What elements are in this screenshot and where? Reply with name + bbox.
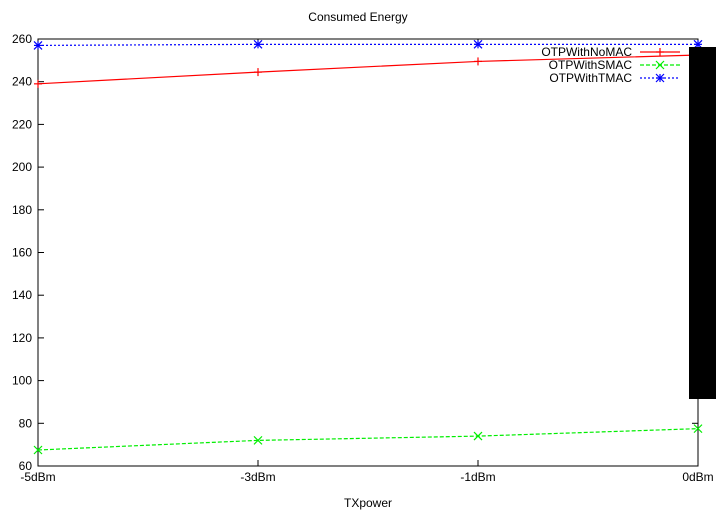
data-point [33, 445, 43, 455]
legend-label: OTPWithSMAC [549, 58, 633, 72]
y-tick-label: 140 [12, 288, 32, 302]
data-point [254, 68, 262, 77]
chart-title: Consumed Energy [308, 10, 407, 24]
y-tick-label: 100 [12, 374, 32, 388]
y-tick-label: 240 [12, 75, 32, 89]
data-point [473, 431, 483, 441]
x-tick-label: 0dBm [682, 470, 713, 484]
data-point [253, 39, 263, 49]
y-tick-label: 160 [12, 246, 32, 260]
x-tick-label: -1dBm [460, 470, 495, 484]
legend-label: OTPWithNoMAC [541, 45, 632, 59]
y-tick-label: 200 [12, 160, 32, 174]
y-tick-label: 260 [12, 32, 32, 46]
x-axis: -5dBm -3dBm -1dBm 0dBm [20, 39, 714, 484]
y-axis: 60 80 100 120 140 160 180 200 220 240 260 [12, 32, 698, 473]
y-tick-label: 220 [12, 117, 32, 131]
x-axis-label: TXpower [344, 496, 392, 510]
series-line-otpwithsmac [37, 428, 699, 451]
data-point [474, 57, 482, 66]
y-tick-label: 80 [19, 416, 33, 430]
data-point [34, 79, 42, 88]
legend-marker [655, 60, 665, 70]
x-tick-label: -3dBm [240, 470, 275, 484]
y-tick-label: 60 [19, 459, 33, 473]
x-tick-label: -5dBm [20, 470, 55, 484]
series-layer [33, 39, 703, 455]
legend-marker [655, 73, 665, 83]
legend-label: OTPWithTMAC [549, 71, 632, 85]
y-tick-label: 180 [12, 203, 32, 217]
data-point [693, 424, 703, 434]
legend-marker [656, 48, 664, 56]
series-line-otpwithnomac [37, 54, 699, 85]
data-point [33, 40, 43, 50]
y-tick-label: 120 [12, 331, 32, 345]
plot-frame [37, 38, 699, 467]
data-point [253, 435, 263, 445]
data-point [473, 39, 483, 49]
redaction-block [689, 47, 716, 399]
